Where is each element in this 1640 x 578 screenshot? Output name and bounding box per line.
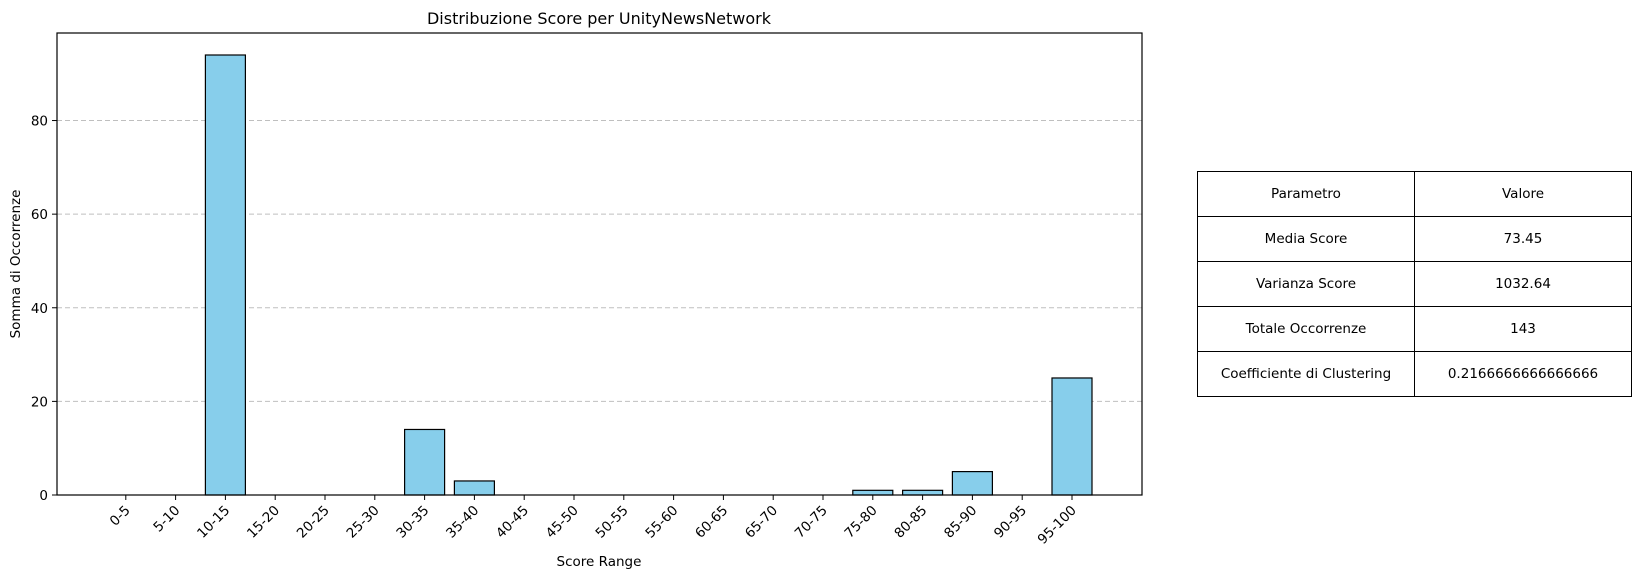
y-tick-label: 20 <box>31 394 48 410</box>
x-tick-label: 90-95 <box>991 503 1030 542</box>
bar-95-100 <box>1051 377 1093 496</box>
table-header-row: Parametro Valore <box>1197 171 1632 217</box>
bar-80-85 <box>901 489 944 496</box>
x-tick-label: 25-30 <box>344 503 383 542</box>
table-row: Totale Occorrenze 143 <box>1197 306 1632 352</box>
bar-35-40 <box>453 480 495 496</box>
x-tick-label: 20-25 <box>294 503 333 542</box>
chart-title: Distribuzione Score per UnityNewsNetwork <box>427 9 772 28</box>
table-cell-param: Media Score <box>1197 216 1415 262</box>
x-tick-label: 35-40 <box>443 503 482 542</box>
table-header-valore: Valore <box>1414 171 1632 217</box>
bar-10-15 <box>204 54 246 496</box>
x-tick-label: 10-15 <box>194 503 233 542</box>
x-tick-label: 40-45 <box>493 503 532 542</box>
table-cell-param: Totale Occorrenze <box>1197 306 1415 352</box>
plot-frame <box>56 32 1143 496</box>
x-tick-label: 65-70 <box>742 503 781 542</box>
table-row: Varianza Score 1032.64 <box>1197 261 1632 307</box>
bar-30-35 <box>404 428 446 496</box>
y-axis-ticks: 0 20 40 60 80 <box>31 114 57 504</box>
table-cell-value: 0.2166666666666666 <box>1414 351 1632 397</box>
y-axis-label: Somma di Occorrenze <box>8 190 24 339</box>
x-tick-label: 60-65 <box>692 503 731 542</box>
bars <box>204 54 1093 496</box>
x-tick-label: 55-60 <box>642 503 681 542</box>
bar-85-90 <box>951 470 994 496</box>
x-tick-label: 30-35 <box>393 503 432 542</box>
x-tick-label: 75-80 <box>842 503 881 542</box>
x-axis-ticks: 0-5 5-10 10-15 15-20 20-25 25-30 30-35 35-40 40-… <box>107 495 1080 548</box>
table-cell-param: Coefficiente di Clustering <box>1197 351 1415 397</box>
table-cell-value: 143 <box>1414 306 1632 352</box>
y-tick-label: 40 <box>31 301 48 317</box>
table-cell-value: 73.45 <box>1414 216 1632 262</box>
x-tick-label: 85-90 <box>941 503 980 542</box>
x-axis-label: Score Range <box>557 554 642 570</box>
y-tick-label: 60 <box>31 207 48 223</box>
table-cell-param: Varianza Score <box>1197 261 1415 307</box>
stats-table: Parametro Valore Media Score 73.45 Varia… <box>1197 171 1632 397</box>
x-tick-label: 80-85 <box>891 503 930 542</box>
x-tick-label: 45-50 <box>543 503 582 542</box>
y-tick-label: 0 <box>39 488 48 504</box>
table-row: Coefficiente di Clustering 0.21666666666… <box>1197 351 1632 397</box>
table-row: Media Score 73.45 <box>1197 216 1632 262</box>
x-tick-label: 5-10 <box>150 503 183 536</box>
y-tick-label: 80 <box>31 114 48 130</box>
table-cell-value: 1032.64 <box>1414 261 1632 307</box>
x-tick-label: 95-100 <box>1035 503 1080 548</box>
x-tick-label: 0-5 <box>107 503 134 530</box>
x-tick-label: 50-55 <box>593 503 632 542</box>
x-tick-label: 70-75 <box>792 503 831 542</box>
bar-75-80 <box>852 489 894 496</box>
table-header-parametro: Parametro <box>1197 171 1415 217</box>
x-tick-label: 15-20 <box>244 503 283 542</box>
